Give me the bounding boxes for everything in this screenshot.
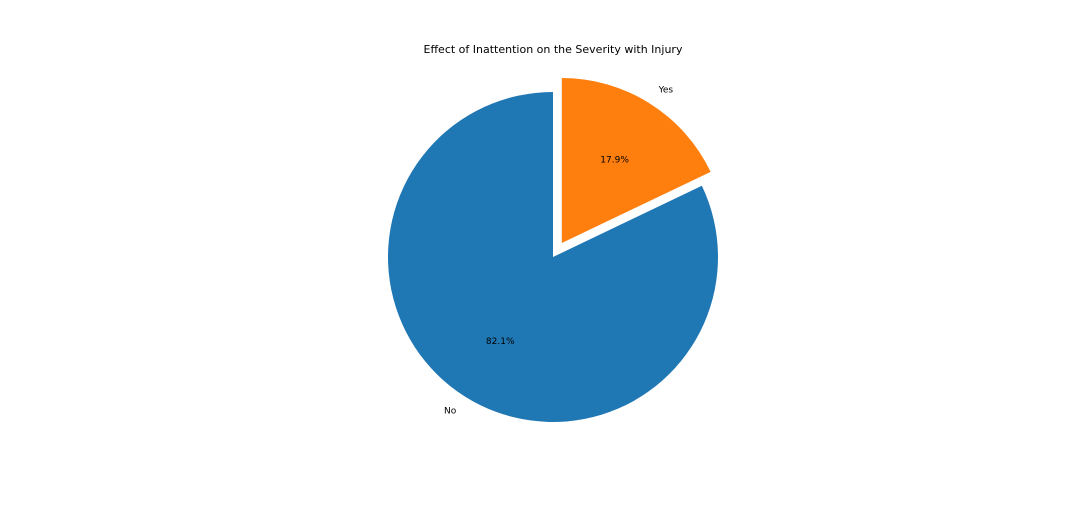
pie-slice-yes <box>561 78 711 244</box>
chart-title: Effect of Inattention on the Severity wi… <box>424 43 683 56</box>
pie-label-no: No <box>444 407 457 417</box>
pie-label-yes: Yes <box>658 85 674 95</box>
pie-slice-no <box>388 92 718 422</box>
pie-labels: No 82.1% Yes 17.9% <box>444 85 673 416</box>
pie-pct-yes: 17.9% <box>600 155 629 165</box>
pie-slices <box>388 78 718 422</box>
pie-pct-no: 82.1% <box>486 337 515 347</box>
